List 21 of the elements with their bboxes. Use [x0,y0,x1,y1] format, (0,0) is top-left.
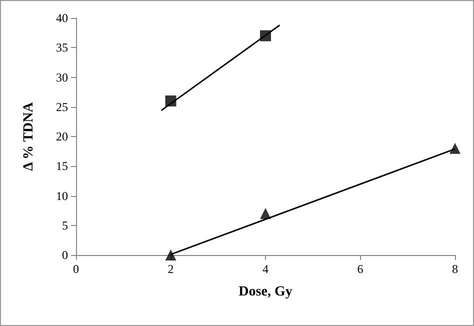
x-tick-label: 0 [73,262,79,276]
y-tick-label: 15 [56,159,68,174]
x-tick-label: 8 [452,262,458,276]
y-tick-label: 20 [56,130,68,144]
point [260,208,271,220]
y-tick-label: 40 [56,11,68,25]
point [165,95,176,106]
y-tick-label: 5 [62,218,68,232]
x-tick-label: 6 [357,262,364,276]
y-axis-title: Δ % TDNA [22,101,36,171]
point [450,142,460,154]
x-axis-title: Dose, Gy [238,284,292,300]
point [260,30,271,42]
point [165,250,176,260]
y-tick-label: 35 [56,40,68,55]
y-tick-label: 0 [62,248,68,262]
x-tick-label: 2 [168,262,174,276]
y-tick-label: 10 [56,188,68,203]
y-tick-label: 25 [56,100,68,114]
y-tick-label: 30 [56,70,68,84]
x-tick-label: 4 [262,262,268,276]
